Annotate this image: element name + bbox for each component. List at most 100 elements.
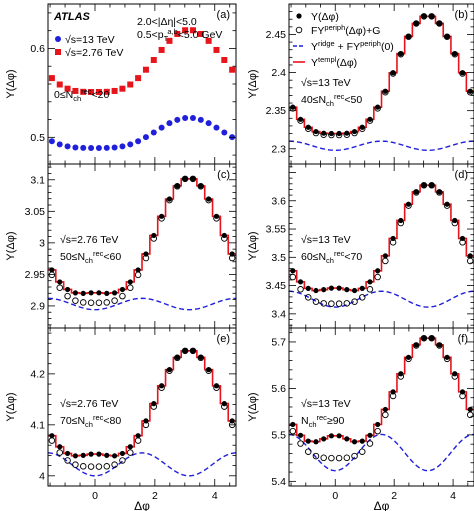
data-point: [159, 213, 165, 219]
data-point-13tev: [197, 116, 204, 123]
data-point-13tev: [127, 141, 134, 148]
data-point: [436, 20, 442, 26]
data-point: [182, 176, 188, 182]
data-point: [452, 371, 458, 377]
data-point: [344, 436, 350, 442]
data-point: [398, 371, 404, 377]
y-tick-label: 3.5: [271, 252, 286, 264]
fit-point: [366, 286, 374, 293]
data-point-276tev: [182, 27, 189, 34]
data-point: [166, 196, 173, 202]
legend-marker-276tev: [55, 49, 61, 55]
data-point-276tev: [174, 30, 181, 37]
data-point: [127, 444, 133, 450]
multiplicity-label: 0≤Nchrec<20: [54, 87, 110, 103]
data-point-13tev: [182, 115, 189, 122]
data-point: [104, 290, 110, 296]
ridge-curve: [289, 433, 474, 472]
fit-point: [328, 454, 335, 462]
fit-point: [119, 292, 126, 300]
data-point: [367, 432, 373, 438]
data-point-276tev: [56, 81, 63, 88]
data-point: [151, 401, 157, 407]
data-point: [436, 342, 442, 348]
data-point: [159, 383, 165, 389]
y-tick-label: 5.4: [271, 476, 286, 488]
y-axis-label: Y(Δφ): [247, 69, 259, 98]
data-point: [49, 433, 55, 439]
data-point: [119, 286, 126, 293]
energy-label: √s=13 TeV: [301, 234, 351, 246]
fit-point: [297, 286, 304, 293]
legend-marker-data: [296, 13, 302, 19]
ridge-curve: [289, 140, 474, 151]
fit-point: [374, 273, 381, 281]
ridge-curve: [48, 297, 236, 311]
data-point: [229, 418, 235, 424]
fit-point: [56, 284, 63, 291]
data-point: [151, 232, 157, 239]
panel-tag: (e): [217, 333, 230, 345]
data-point: [297, 432, 304, 438]
data-point-13tev: [80, 144, 87, 151]
template-fit-histogram: [289, 184, 474, 292]
fit-point: [48, 271, 56, 279]
data-point-13tev: [119, 143, 126, 150]
data-point: [351, 439, 358, 445]
data-point: [206, 196, 212, 202]
multiplicity-label: Nchrec≥90: [301, 413, 345, 429]
y-axis-label: Y(Δφ): [5, 231, 17, 260]
energy-label: √s=13 TeV: [301, 398, 351, 410]
data-point: [367, 116, 373, 122]
data-point-276tev: [95, 88, 102, 95]
data-point: [80, 290, 86, 296]
data-point-13tev: [189, 115, 196, 122]
data-point: [290, 268, 296, 274]
fit-point: [436, 20, 443, 27]
energy-label: √s=2.76 TeV: [60, 234, 118, 246]
data-point: [182, 348, 188, 354]
data-point: [405, 201, 412, 207]
data-point: [382, 88, 388, 94]
plot-area: [48, 27, 236, 151]
fit-point: [134, 437, 142, 444]
data-point-276tev: [135, 75, 142, 82]
multiplicity-label: 60≤Nchrec<70: [301, 249, 362, 265]
atlas-label: ATLAS: [53, 11, 91, 23]
data-point: [88, 451, 94, 457]
panel-tag: (f): [458, 333, 468, 345]
fit-point: [328, 300, 335, 307]
legend-13tev: √s=13 TeV: [65, 34, 115, 46]
data-point: [206, 367, 212, 373]
fit-point: [103, 463, 111, 470]
data-point: [57, 279, 63, 285]
fit-point: [181, 347, 189, 355]
data-point-276tev: [48, 75, 55, 82]
data-point-13tev: [103, 144, 110, 151]
data-point-13tev: [56, 141, 63, 148]
y-tick-label: 4: [39, 470, 45, 482]
panel-b: 2.32.352.42.45Y(Δφ)(b)Y(Δφ)FYperiph(Δφ)+…: [247, 3, 474, 165]
plot-area: [289, 182, 474, 308]
data-point: [375, 421, 381, 428]
data-point-13tev: [174, 116, 181, 123]
data-point: [321, 436, 327, 442]
data-point: [221, 401, 227, 407]
fit-point: [72, 297, 79, 304]
data-point: [143, 251, 149, 257]
x-tick-label: 4: [450, 490, 456, 502]
data-point: [328, 285, 334, 291]
data-point: [88, 290, 94, 296]
fit-point: [289, 273, 297, 281]
fit-point: [119, 457, 126, 464]
data-point: [405, 33, 412, 40]
data-point-13tev: [88, 144, 95, 151]
data-point: [413, 342, 419, 348]
data-point: [398, 51, 404, 57]
fit-point: [79, 299, 87, 306]
legend-data: Y(Δφ): [311, 11, 339, 23]
y-axis-label: Y(Δφ): [247, 392, 259, 421]
fit-point: [420, 334, 428, 342]
data-point-13tev: [150, 129, 157, 136]
data-point: [351, 128, 358, 135]
